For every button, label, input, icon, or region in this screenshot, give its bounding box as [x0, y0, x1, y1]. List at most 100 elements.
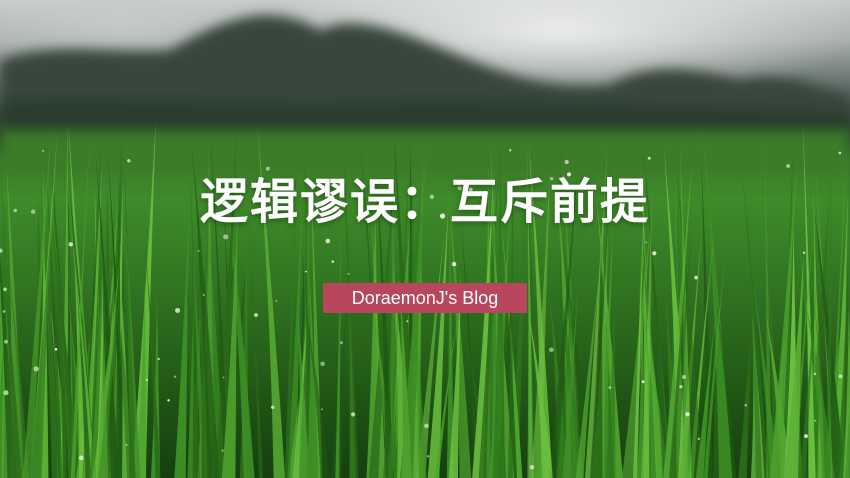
grass-blade — [641, 188, 653, 478]
grass-blade — [287, 166, 304, 478]
dew-drop — [175, 308, 181, 313]
grass-blade — [713, 281, 737, 478]
dew-drop — [265, 166, 270, 171]
grass-blade — [6, 247, 30, 478]
dew-drop — [305, 270, 307, 273]
grass-blade — [446, 173, 454, 478]
dew-drop — [167, 399, 170, 402]
dew-drop — [549, 347, 554, 353]
grass-blade — [764, 140, 773, 478]
dew-drop — [647, 156, 651, 160]
grass-blade — [695, 317, 715, 478]
grass-blade — [186, 153, 207, 478]
grass-blade — [191, 139, 220, 478]
dew-drop — [697, 437, 700, 440]
dew-drop — [33, 366, 39, 372]
grass-blade — [448, 271, 461, 478]
dew-drop — [253, 312, 259, 318]
dew-drop — [813, 372, 817, 376]
dew-drop — [550, 177, 554, 181]
dew-drop — [451, 261, 457, 267]
dew-drop — [13, 208, 17, 213]
grass-blade — [305, 307, 330, 478]
dew-drop — [271, 405, 275, 409]
dew-drops — [0, 149, 843, 470]
grass-blade — [190, 169, 201, 478]
dew-drop — [339, 341, 343, 345]
dew-drop — [173, 375, 177, 378]
dew-drop — [4, 339, 8, 344]
post-title: 逻辑谬误：互斥前提 — [199, 174, 650, 230]
dew-drop — [351, 412, 356, 417]
dew-drop — [42, 149, 44, 152]
dew-drop — [197, 249, 200, 252]
dew-drop — [223, 234, 229, 240]
dew-drop — [145, 378, 148, 381]
grass-blade — [434, 300, 460, 478]
grass-blade — [284, 140, 297, 478]
grass-blade — [604, 317, 609, 478]
dew-drop — [125, 444, 128, 446]
grass-blade — [38, 164, 61, 478]
grass-blade — [70, 134, 90, 478]
dew-drop — [802, 251, 806, 254]
dew-drop — [744, 403, 747, 407]
grass-blade — [802, 120, 816, 478]
dew-drop — [406, 320, 409, 323]
grass-blade — [561, 305, 583, 478]
grass-blade — [399, 276, 413, 478]
grass-blade — [784, 250, 804, 478]
grass-blade — [95, 152, 119, 478]
dew-drop — [804, 434, 808, 438]
dew-drop — [682, 375, 686, 379]
grass-blade — [257, 125, 286, 478]
grass-blade — [376, 165, 394, 478]
dew-drop — [564, 159, 569, 165]
grass-blade — [209, 120, 230, 478]
grass-blade — [528, 141, 553, 478]
grass-blade — [30, 133, 58, 478]
dew-drop — [275, 299, 278, 302]
grass-blade — [5, 286, 21, 478]
grass-blade — [769, 159, 798, 478]
grass-blade — [304, 136, 311, 478]
grass-blades — [0, 120, 850, 478]
dew-drop — [694, 275, 698, 280]
grass-blade — [108, 240, 137, 478]
dew-drop — [3, 390, 9, 396]
dew-drop — [457, 186, 462, 191]
grass-blade — [668, 189, 693, 478]
dew-drop — [2, 310, 6, 313]
grass-blade — [746, 188, 763, 478]
dew-drop — [0, 248, 3, 253]
dew-drop — [78, 455, 84, 461]
grass-blade — [247, 214, 263, 478]
dew-drop — [679, 385, 683, 389]
grass-blade — [145, 249, 161, 478]
grass-blade — [399, 136, 428, 478]
grass-blade — [29, 212, 52, 478]
dew-drop — [838, 374, 843, 379]
dew-drop — [652, 251, 657, 256]
dew-drop — [641, 380, 645, 384]
dew-drop — [68, 242, 74, 247]
dew-drop — [645, 241, 648, 244]
dew-drop — [321, 408, 323, 411]
grass-blade — [22, 127, 52, 478]
grass-blade — [738, 296, 754, 478]
grass-blade — [221, 209, 238, 478]
dew-drop — [424, 423, 429, 429]
grass-blade — [556, 261, 585, 478]
dew-drop — [157, 357, 160, 361]
grass-blade — [136, 279, 147, 478]
grass-blade — [44, 141, 63, 478]
dew-drop — [325, 238, 331, 244]
dew-drop — [429, 194, 435, 199]
blog-name-badge: DoraemonJ's Blog — [323, 283, 527, 313]
dew-drop — [3, 287, 7, 292]
grass-blade — [0, 315, 5, 478]
dew-drop — [221, 449, 224, 452]
grass-blade — [702, 126, 733, 478]
grass-blade — [806, 180, 831, 478]
